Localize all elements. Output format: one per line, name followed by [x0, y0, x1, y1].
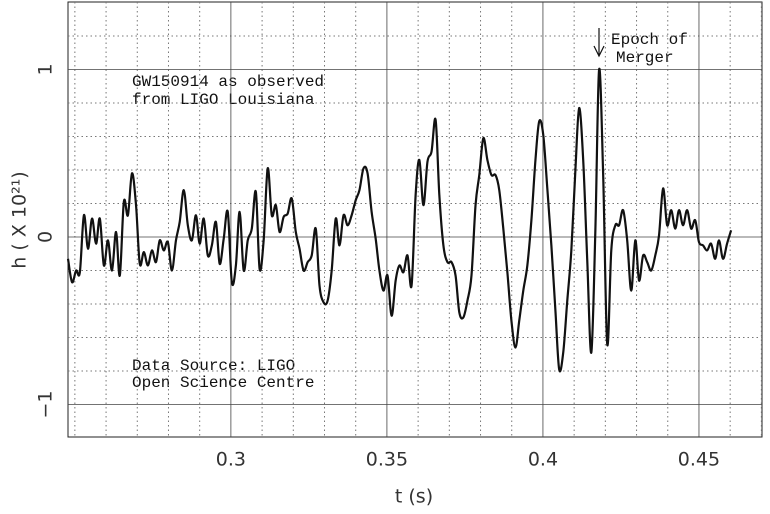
- x-tick-label: 0.45: [678, 449, 720, 471]
- annotation: from LIGO Louisiana: [132, 91, 315, 109]
- y-axis-label: h ( X 10²¹): [9, 171, 31, 268]
- plot-frame: [67, 1, 763, 438]
- x-tick-label: 0.4: [528, 449, 558, 471]
- y-tick-label: 0: [35, 231, 57, 243]
- x-tick-label: 0.35: [366, 449, 408, 471]
- annotation: Open Science Centre: [132, 374, 314, 392]
- annotation: Epoch of: [611, 31, 688, 49]
- y-tick-label: −1: [35, 390, 57, 418]
- x-tick-label: 0.3: [216, 449, 246, 471]
- annotation: GW150914 as observed: [132, 73, 324, 91]
- strain-line: [66, 67, 733, 373]
- merger-arrow: [593, 28, 605, 58]
- annotation: Data Source: LIGO: [132, 357, 295, 375]
- annotation: Merger: [616, 49, 674, 67]
- y-tick-label: 1: [35, 63, 57, 75]
- x-axis-label: t (s): [395, 486, 433, 508]
